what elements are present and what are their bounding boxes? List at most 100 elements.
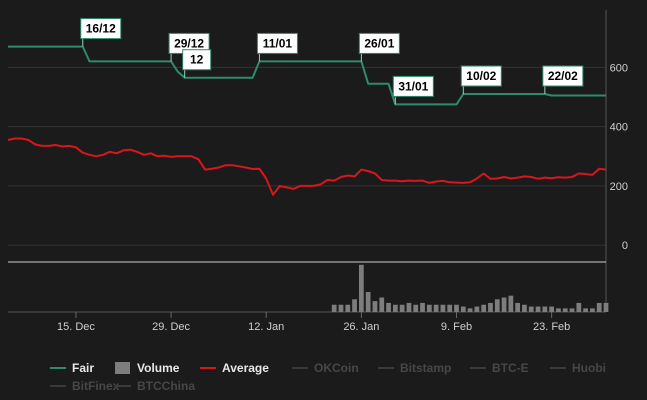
x-tick-label: 9. Feb — [441, 321, 472, 333]
volume-bar — [562, 308, 568, 312]
legend-label: Fair — [72, 361, 94, 375]
flag-box — [460, 65, 502, 87]
legend-swatch — [115, 362, 130, 374]
legend-label: OKCoin — [314, 361, 359, 375]
volume-bar — [447, 304, 453, 312]
volume-bar — [488, 302, 493, 312]
x-axis-ticks: 15. Dec 29. Dec 12. Jan 26. Jan 9. Feb 23. Fe… — [57, 312, 570, 333]
volume-bar — [433, 304, 439, 312]
legend-item-volume: Volume — [115, 361, 180, 375]
x-tick-label: 12. Jan — [248, 321, 284, 333]
volume-bar — [460, 306, 466, 312]
flag-box — [392, 75, 434, 97]
flag-29-12: 29/12 — [168, 32, 210, 62]
volume-bar — [501, 297, 507, 312]
y-axis-ticks: 0 200 400 600 — [610, 62, 628, 252]
volume-bar — [399, 304, 405, 312]
x-tick-label: 29. Dec — [152, 321, 190, 333]
volume-bar — [392, 304, 398, 312]
x-tick-label: 23. Feb — [533, 321, 570, 333]
legend-item-average: Average — [200, 361, 269, 375]
legend-item-btc-e: BTC-E — [470, 361, 529, 375]
volume-bar — [481, 304, 487, 312]
x-tick-label: 26. Jan — [343, 321, 379, 333]
volume-bar — [569, 308, 575, 312]
volume-bar — [508, 295, 514, 312]
volume-bar — [556, 308, 561, 312]
volume-bar — [413, 304, 419, 312]
flag-label: 26/01 — [364, 36, 394, 50]
volume-bar — [338, 304, 344, 312]
flag-box — [358, 32, 400, 54]
y-tick-label: 0 — [622, 240, 628, 252]
average-line — [7, 137, 607, 196]
volume-bar — [372, 301, 378, 312]
volume-bar — [583, 308, 588, 312]
flag-label: 22/02 — [548, 69, 578, 83]
flag-12: 12 — [182, 49, 212, 78]
legend-label: BTC-E — [492, 361, 529, 375]
volume-bar — [440, 304, 446, 312]
legend-item-huobi: Huobi — [550, 361, 606, 375]
volume-bar — [474, 306, 480, 312]
legend-item-fair: Fair — [50, 361, 94, 375]
volume-bar — [420, 302, 425, 312]
flag-26-01: 26/01 — [358, 32, 400, 62]
flag-box — [182, 49, 212, 71]
flag-box — [542, 65, 584, 87]
volume-bar — [542, 306, 548, 312]
legend-item-bitfinex: BitFinex — [50, 379, 120, 393]
volume-bar — [535, 306, 541, 312]
volume-bar — [515, 302, 521, 312]
fair-line — [8, 45, 606, 106]
y-tick-label: 600 — [610, 62, 628, 74]
volume-bar — [406, 302, 412, 312]
volume-bar — [522, 304, 527, 312]
volume-bar — [379, 297, 385, 312]
legend: Fair Volume Average OKCoin Bitstamp BTC-E Huob… — [50, 361, 606, 393]
volume-bar — [365, 292, 371, 312]
volume-bar — [358, 264, 364, 312]
legend-label: Bitstamp — [400, 361, 451, 375]
flag-label: 31/01 — [398, 79, 428, 93]
x-tick-label: 15. Dec — [57, 321, 95, 333]
volume-bar — [494, 299, 500, 312]
volume-bar — [386, 302, 391, 312]
flag-label: 10/02 — [466, 69, 496, 83]
volume-bar — [590, 308, 595, 312]
grid-lines — [8, 66, 606, 246]
volume-bars — [331, 264, 609, 312]
flag-box — [256, 32, 298, 54]
volume-bar — [467, 308, 473, 312]
flag-16-12: 16/12 — [80, 18, 122, 47]
flag-label: 12 — [190, 53, 204, 67]
volume-bar — [331, 304, 337, 312]
flag-label: 29/12 — [174, 36, 204, 50]
flag-11-01: 11/01 — [256, 32, 298, 62]
legend-label: BitFinex — [72, 379, 120, 393]
volume-bar — [603, 302, 609, 312]
flag-31-01: 31/01 — [392, 75, 434, 105]
legend-label: Volume — [137, 361, 180, 375]
flag-box — [80, 18, 122, 40]
flag-22-02: 22/02 — [542, 65, 584, 95]
legend-item-btcchina: BTCChina — [115, 379, 195, 393]
volume-bar — [426, 304, 432, 312]
legend-item-okcoin: OKCoin — [292, 361, 359, 375]
volume-bar — [528, 306, 534, 312]
legend-label: Huobi — [572, 361, 606, 375]
flag-label: 16/12 — [86, 22, 116, 36]
volume-bar — [345, 304, 351, 312]
flag-10-02: 10/02 — [460, 65, 502, 95]
volume-bar — [352, 299, 357, 312]
y-tick-label: 200 — [610, 181, 628, 193]
y-tick-label: 400 — [610, 122, 628, 134]
legend-label: BTCChina — [137, 379, 195, 393]
legend-label: Average — [222, 361, 269, 375]
plot-frame — [8, 10, 607, 313]
legend-item-bitstamp: Bitstamp — [378, 361, 451, 375]
volume-bar — [596, 302, 602, 312]
flag-label: 11/01 — [263, 36, 293, 50]
